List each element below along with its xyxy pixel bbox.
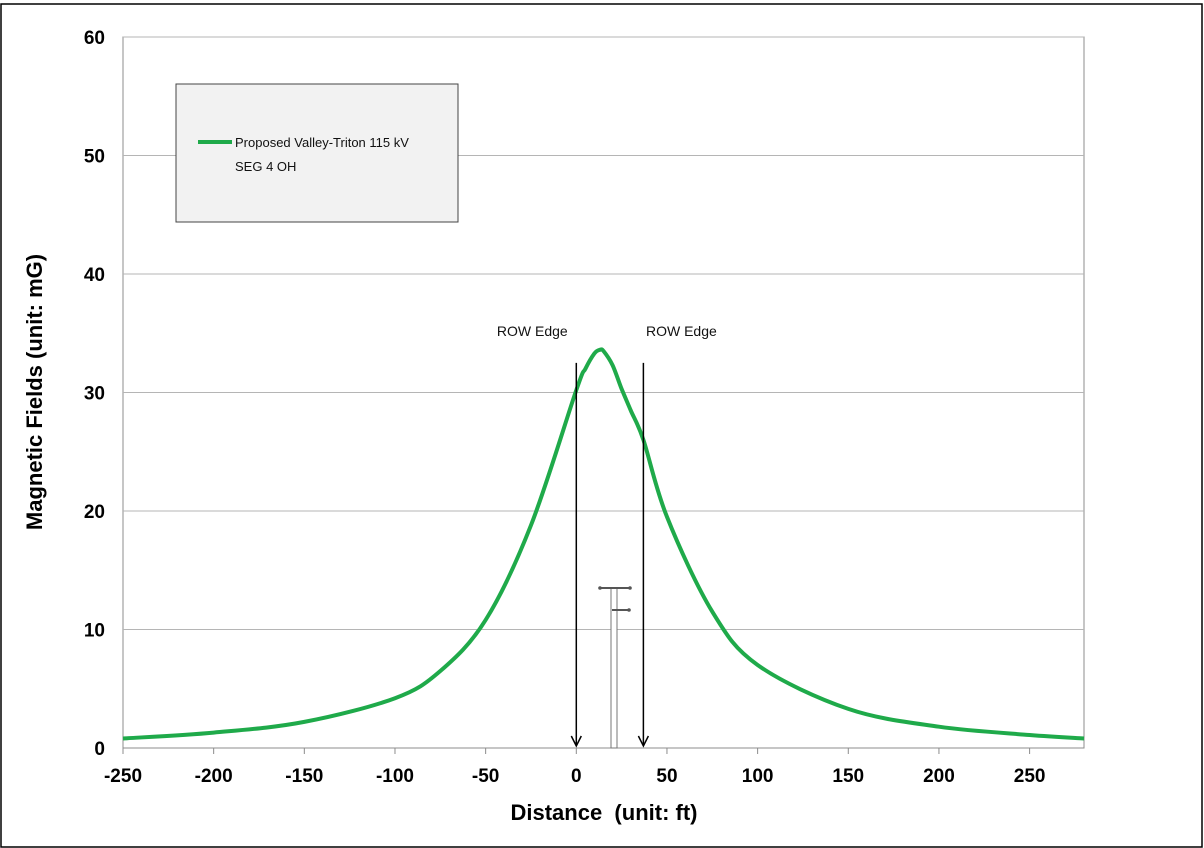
x-tick-label: -50 bbox=[472, 766, 499, 787]
x-tick-label: -200 bbox=[195, 766, 233, 787]
x-tick-label: -100 bbox=[376, 766, 414, 787]
legend-label-line-1: Proposed Valley-Triton 115 kV bbox=[235, 135, 409, 150]
transmission-tower-icon bbox=[598, 586, 632, 749]
y-tick-label: 40 bbox=[84, 265, 105, 286]
x-axis-title: Distance (unit: ft) bbox=[511, 800, 698, 825]
x-tick-label: 250 bbox=[1014, 766, 1046, 787]
x-tick-label: 0 bbox=[571, 766, 582, 787]
legend: Proposed Valley-Triton 115 kV SEG 4 OH bbox=[175, 83, 459, 223]
legend-box bbox=[175, 83, 459, 223]
row-edge-label: ROW Edge bbox=[497, 323, 568, 339]
x-tick-label: 50 bbox=[656, 766, 677, 787]
y-tick-label: 50 bbox=[84, 147, 105, 168]
y-tick-label: 30 bbox=[84, 384, 105, 405]
y-axis-title: Magnetic Fields (unit: mG) bbox=[22, 254, 47, 530]
x-tick-label: 100 bbox=[742, 766, 774, 787]
y-tick-label: 20 bbox=[84, 502, 105, 523]
row-edge-label: ROW Edge bbox=[646, 323, 717, 339]
series-line bbox=[122, 347, 1085, 741]
arrowhead bbox=[637, 735, 650, 748]
x-axis: -250 -200 -150 -100 -50 0 50 100 150 200 250 bbox=[104, 748, 1045, 787]
y-tick-label: 10 bbox=[84, 621, 105, 642]
y-tick-label: 60 bbox=[84, 28, 105, 49]
y-axis: 0 10 20 30 40 50 60 bbox=[84, 28, 105, 760]
y-tick-label: 0 bbox=[94, 739, 105, 760]
x-tick-label: -150 bbox=[285, 766, 323, 787]
arrowhead bbox=[570, 735, 582, 748]
legend-label-line-2: SEG 4 OH bbox=[235, 159, 296, 174]
x-tick-label: -250 bbox=[104, 766, 142, 787]
x-tick-label: 150 bbox=[832, 766, 864, 787]
x-tick-label: 200 bbox=[923, 766, 955, 787]
annotations: ROW Edge ROW Edge bbox=[497, 323, 717, 748]
